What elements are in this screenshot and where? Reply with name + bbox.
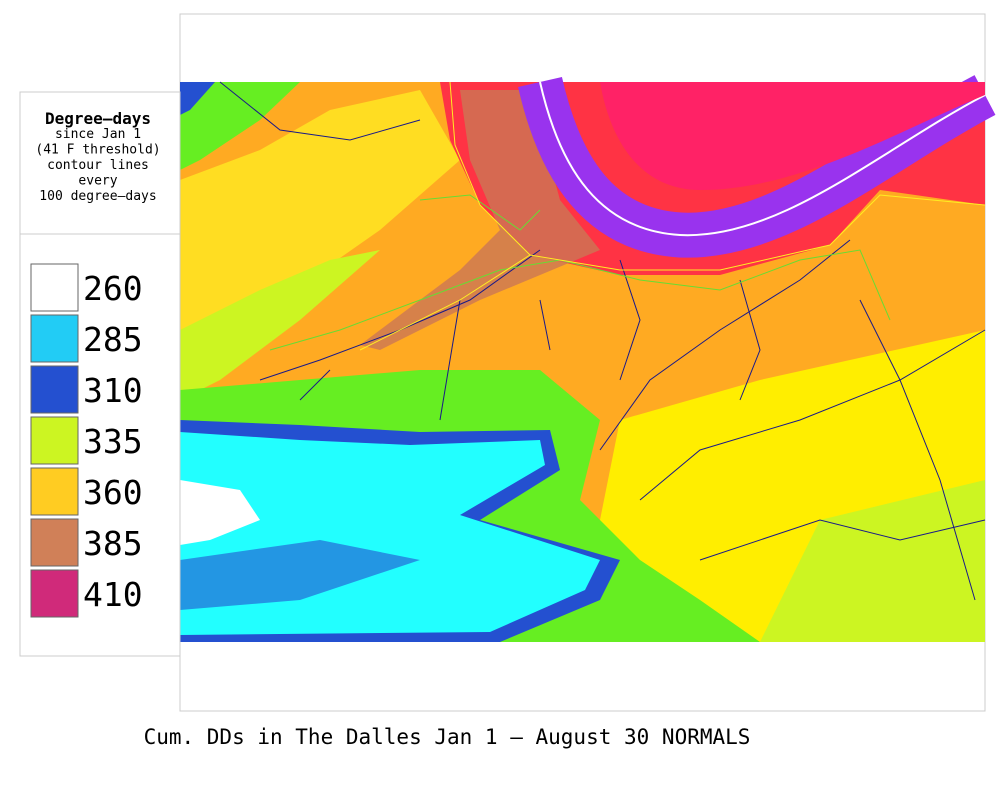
legend-label: 335 [83,422,143,461]
legend-subtitle: since Jan 1 [55,127,141,142]
legend-swatch [30,314,79,363]
terrain [180,540,420,610]
legend-label: 360 [83,473,143,512]
legend-swatch [30,569,79,618]
contour [449,81,531,256]
river-edge [539,81,986,237]
legend-label: 310 [83,371,143,410]
legend-swatch [30,518,79,567]
legend-label: 285 [83,320,143,359]
legend-swatch [30,365,79,414]
terrain [760,480,985,642]
legend-subtitle: 100 degree—days [39,189,156,204]
legend-label: 260 [83,269,143,308]
legend-label: 385 [83,524,143,563]
terrain [360,90,600,350]
caption: Cum. DDs in The Dalles Jan 1 — August 30… [144,725,751,749]
legend-swatch [30,416,79,465]
contours [269,194,891,351]
legend-subtitle: (41 F threshold) [35,143,160,158]
map [180,75,996,642]
terrain [180,480,260,545]
legend-swatch [30,467,79,516]
legend-label: 410 [83,575,143,614]
contour [359,194,986,351]
terrain [600,82,985,190]
legend-title: Degree—days [45,109,151,128]
terrain [180,250,380,400]
terrain [180,82,215,115]
legend-swatch [30,263,79,312]
terrain [180,82,300,170]
legend-subtitle: contour lines [47,158,149,173]
legend-subtitle: every [78,174,117,189]
